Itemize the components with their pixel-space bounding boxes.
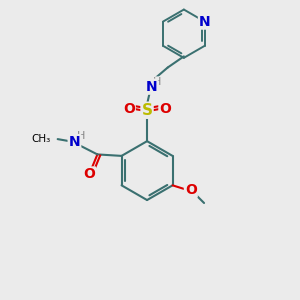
Text: O: O: [159, 102, 171, 116]
Text: CH₃: CH₃: [31, 134, 50, 144]
Text: N: N: [69, 135, 80, 149]
Text: H: H: [153, 77, 161, 87]
Text: H: H: [77, 130, 85, 141]
Text: O: O: [185, 183, 197, 197]
Text: N: N: [199, 15, 211, 28]
Text: N: N: [146, 80, 157, 94]
Text: O: O: [83, 167, 95, 182]
Text: O: O: [123, 102, 135, 116]
Text: S: S: [142, 103, 153, 118]
